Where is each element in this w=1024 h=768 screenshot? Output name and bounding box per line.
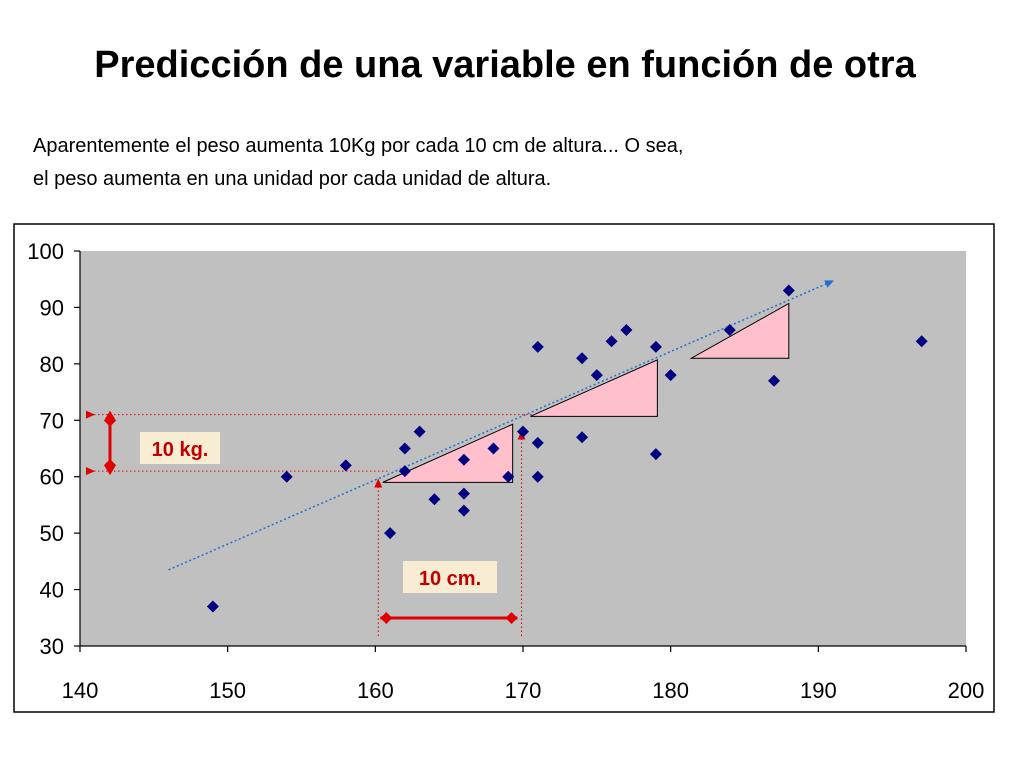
x-tick-label: 150 [209,678,246,703]
data-point [502,470,515,483]
weight-label: 10 kg. [152,439,209,461]
y-tick-label: 30 [40,634,64,659]
y-tick-label: 100 [27,239,64,264]
data-point [576,431,589,444]
data-point [428,493,441,506]
x-tick-label: 170 [505,678,542,703]
data-point [664,369,677,382]
x-tick-label: 190 [800,678,837,703]
data-point [768,374,781,387]
data-point [457,487,470,500]
slope-triangle [530,359,658,417]
data-point [531,340,544,353]
data-point [531,470,544,483]
slope-triangle [382,423,514,483]
subtitle-line-1: Aparentemente el peso aumenta 10Kg por c… [33,135,684,157]
data-point [782,284,795,297]
data-point [457,453,470,466]
data-point [531,436,544,449]
data-point [723,324,736,336]
x-tick-label: 180 [652,678,689,703]
data-point [517,425,529,438]
data-point [605,335,618,348]
data-point [398,442,411,455]
arrow-head [505,612,518,624]
data-point [649,448,662,461]
data-point [457,504,470,517]
arrow-head [104,459,116,476]
arrow-head [104,410,116,427]
y-tick-label: 80 [40,352,64,377]
y-tick-label: 50 [40,521,64,546]
plot-area [80,251,966,646]
slide-title: Predicción de una variable en función de… [94,44,916,86]
y-tick-label: 70 [40,408,64,433]
data-point [280,470,293,483]
data-point [206,600,219,613]
height-label: 10 cm. [419,568,481,590]
x-tick-label: 160 [357,678,394,703]
data-point [413,425,426,438]
data-point [620,324,633,336]
x-tick-label: 140 [62,678,99,703]
y-tick-label: 40 [40,578,64,603]
y-tick-label: 60 [40,465,64,490]
trend-line [168,280,835,571]
weight-label-box [140,432,220,464]
data-point [398,465,411,478]
subtitle-line-2: el peso aumenta en una unidad por cada u… [33,168,552,190]
data-point [487,442,500,455]
x-tick-label: 200 [948,678,985,703]
y-tick-label: 90 [40,295,64,320]
arrow-head [380,612,393,624]
slope-triangle [689,302,790,359]
height-label-box [403,561,497,593]
data-point [339,459,352,472]
data-point [649,340,662,353]
data-point [384,527,397,540]
data-point [590,369,603,382]
data-point [915,335,928,348]
data-point [576,352,589,365]
